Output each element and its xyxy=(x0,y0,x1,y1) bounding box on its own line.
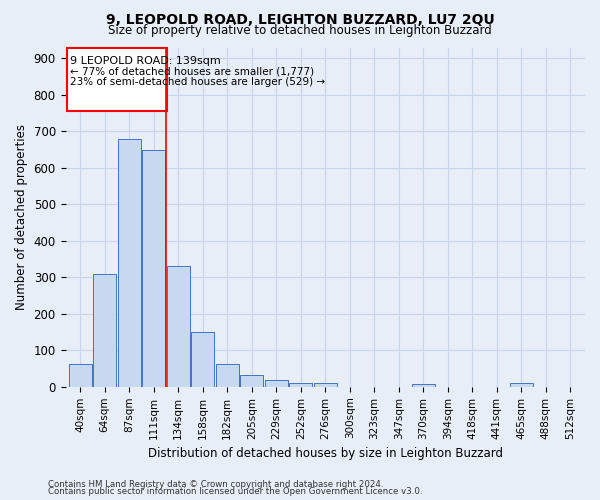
Bar xyxy=(118,138,141,387)
Bar xyxy=(289,383,313,387)
Text: 9, LEOPOLD ROAD, LEIGHTON BUZZARD, LU7 2QU: 9, LEOPOLD ROAD, LEIGHTON BUZZARD, LU7 2… xyxy=(106,12,494,26)
Text: 9 LEOPOLD ROAD: 139sqm: 9 LEOPOLD ROAD: 139sqm xyxy=(70,56,221,66)
X-axis label: Distribution of detached houses by size in Leighton Buzzard: Distribution of detached houses by size … xyxy=(148,447,503,460)
Bar xyxy=(142,150,166,387)
Bar xyxy=(68,364,92,387)
Text: Contains public sector information licensed under the Open Government Licence v3: Contains public sector information licen… xyxy=(48,487,422,496)
Bar xyxy=(215,364,239,387)
Bar xyxy=(412,384,435,387)
Text: ← 77% of detached houses are smaller (1,777): ← 77% of detached houses are smaller (1,… xyxy=(70,66,314,76)
Bar xyxy=(93,274,116,387)
Bar xyxy=(191,332,214,387)
Text: 23% of semi-detached houses are larger (529) →: 23% of semi-detached houses are larger (… xyxy=(70,76,326,86)
Text: Size of property relative to detached houses in Leighton Buzzard: Size of property relative to detached ho… xyxy=(108,24,492,37)
FancyBboxPatch shape xyxy=(67,48,167,110)
Text: Contains HM Land Registry data © Crown copyright and database right 2024.: Contains HM Land Registry data © Crown c… xyxy=(48,480,383,489)
Y-axis label: Number of detached properties: Number of detached properties xyxy=(15,124,28,310)
Bar xyxy=(240,375,263,387)
Bar xyxy=(167,266,190,387)
Bar xyxy=(265,380,288,387)
Bar xyxy=(314,383,337,387)
Bar xyxy=(509,383,533,387)
